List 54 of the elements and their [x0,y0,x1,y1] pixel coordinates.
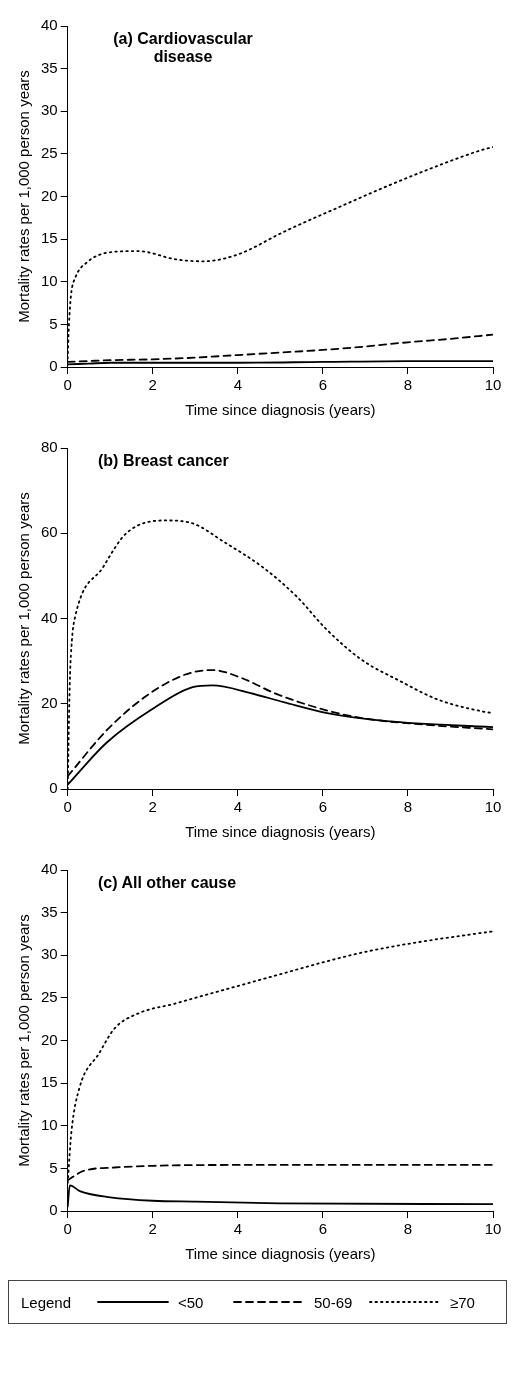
chart-title: (b) Breast cancer [98,452,229,470]
x-tick-label: 6 [318,1220,328,1238]
x-tick-label: 2 [148,376,157,394]
x-tick-label: 0 [63,376,72,394]
y-tick-label: 25 [41,988,58,1006]
y-axis-title: Mortality rates per 1,000 person years [15,914,33,1167]
x-tick-label: 10 [484,798,502,816]
legend-label: <50 [178,1293,204,1311]
y-tick-label: 40 [41,16,58,34]
y-tick-label: 15 [41,229,58,247]
y-tick-label: 60 [41,523,58,541]
x-tick-label: 0 [63,798,72,816]
y-tick-label: 40 [41,860,58,878]
x-tick-label: 8 [403,1220,413,1238]
x-axis-title: Time since diagnosis (years) [185,1245,376,1263]
y-tick-label: 40 [41,608,58,626]
y-tick-label: 35 [41,902,58,920]
x-tick-label: 0 [63,1220,72,1238]
x-tick-label: 4 [233,376,242,394]
legend-title: Legend [21,1293,73,1311]
legend-label: 50-69 [314,1293,353,1311]
y-tick-label: 20 [41,1030,58,1048]
y-tick-label: 20 [41,186,58,204]
y-tick-label: 30 [41,101,58,119]
y-tick-label: 80 [41,438,58,456]
text: (a) Cardiovascular disease [112,30,254,66]
legend-label: ≥70 [450,1293,475,1311]
y-axis-title: Mortality rates per 1,000 person years [15,70,33,323]
x-tick-label: 10 [484,1220,502,1238]
y-tick-label: 25 [41,144,58,162]
x-axis-title: Time since diagnosis (years) [185,401,376,419]
x-axis-title: Time since diagnosis (years) [185,823,376,841]
x-tick-label: 2 [148,798,157,816]
y-axis-title: Mortality rates per 1,000 person years [15,492,33,745]
x-tick-label: 6 [318,376,328,394]
x-tick-label: 6 [318,798,328,816]
x-tick-label: 2 [148,1220,157,1238]
x-tick-label: 4 [233,798,242,816]
y-tick-label: 20 [41,693,58,711]
y-tick-label: 15 [41,1073,58,1091]
y-tick-label: 30 [41,945,58,963]
chart-title: (c) All other cause [98,874,237,892]
y-tick-label: 0 [49,779,58,797]
y-tick-label: 10 [41,271,58,289]
x-tick-label: 10 [484,376,502,394]
y-tick-label: 10 [41,1115,58,1133]
y-tick-label: 35 [41,58,58,76]
y-tick-label: 0 [49,1201,58,1219]
x-tick-label: 8 [403,798,413,816]
x-tick-label: 4 [233,1220,242,1238]
y-tick-label: 5 [49,314,58,332]
y-tick-label: 0 [49,357,58,375]
y-tick-label: 5 [49,1158,58,1176]
x-tick-label: 8 [403,376,413,394]
